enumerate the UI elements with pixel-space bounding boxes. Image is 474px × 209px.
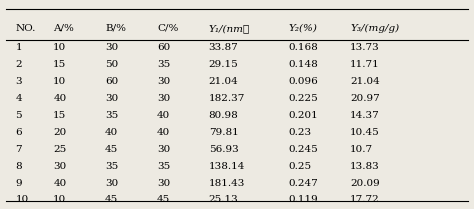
Text: 30: 30 [105,94,118,103]
Text: 2: 2 [16,60,22,69]
Text: 3: 3 [16,77,22,86]
Text: 182.37: 182.37 [209,94,245,103]
Text: 60: 60 [105,77,118,86]
Text: 40: 40 [157,111,170,120]
Text: 20.09: 20.09 [350,178,380,187]
Text: 14.37: 14.37 [350,111,380,120]
Text: 80.98: 80.98 [209,111,238,120]
Text: 30: 30 [105,178,118,187]
Text: 30: 30 [53,162,66,171]
Text: 25.13: 25.13 [209,195,238,204]
Text: 45: 45 [105,145,118,154]
Text: 35: 35 [105,162,118,171]
Text: 79.81: 79.81 [209,128,238,137]
Text: 181.43: 181.43 [209,178,245,187]
Text: 10: 10 [53,77,66,86]
Text: 15: 15 [53,111,66,120]
Text: 0.225: 0.225 [289,94,319,103]
Text: 0.119: 0.119 [289,195,319,204]
Text: 11.71: 11.71 [350,60,380,69]
Text: 30: 30 [157,178,170,187]
Text: 21.04: 21.04 [350,77,380,86]
Text: 40: 40 [157,128,170,137]
Text: Y₁/(nm）: Y₁/(nm） [209,24,250,33]
Text: 56.93: 56.93 [209,145,238,154]
Text: 45: 45 [157,195,170,204]
Text: 4: 4 [16,94,22,103]
Text: 10.45: 10.45 [350,128,380,137]
Text: C/%: C/% [157,24,178,33]
Text: 0.201: 0.201 [289,111,319,120]
Text: NO.: NO. [16,24,36,33]
Text: 21.04: 21.04 [209,77,238,86]
Text: 35: 35 [157,162,170,171]
Text: 6: 6 [16,128,22,137]
Text: 20.97: 20.97 [350,94,380,103]
Text: 1: 1 [16,43,22,52]
Text: 0.148: 0.148 [289,60,319,69]
Text: A/%: A/% [53,24,74,33]
Text: 10: 10 [16,195,29,204]
Text: 45: 45 [105,195,118,204]
Text: 35: 35 [157,60,170,69]
Text: 40: 40 [53,178,66,187]
Text: 30: 30 [105,43,118,52]
Text: 40: 40 [53,94,66,103]
Text: 50: 50 [105,60,118,69]
Text: 20: 20 [53,128,66,137]
Text: 40: 40 [105,128,118,137]
Text: 60: 60 [157,43,170,52]
Text: B/%: B/% [105,24,126,33]
Text: Y₂(%): Y₂(%) [289,24,318,33]
Text: 0.096: 0.096 [289,77,319,86]
Text: 30: 30 [157,145,170,154]
Text: 10.7: 10.7 [350,145,373,154]
Text: 0.23: 0.23 [289,128,312,137]
Text: Y₃/(mg/g): Y₃/(mg/g) [350,24,399,33]
Text: 13.83: 13.83 [350,162,380,171]
Text: 13.73: 13.73 [350,43,380,52]
Text: 5: 5 [16,111,22,120]
Text: 0.25: 0.25 [289,162,312,171]
Text: 29.15: 29.15 [209,60,238,69]
Text: 9: 9 [16,178,22,187]
Text: 7: 7 [16,145,22,154]
Text: 0.245: 0.245 [289,145,319,154]
Text: 25: 25 [53,145,66,154]
Text: 8: 8 [16,162,22,171]
Text: 15: 15 [53,60,66,69]
Text: 30: 30 [157,77,170,86]
Text: 30: 30 [157,94,170,103]
Text: 138.14: 138.14 [209,162,245,171]
Text: 17.72: 17.72 [350,195,380,204]
Text: 10: 10 [53,195,66,204]
Text: 0.247: 0.247 [289,178,319,187]
Text: 10: 10 [53,43,66,52]
Text: 0.168: 0.168 [289,43,319,52]
Text: 33.87: 33.87 [209,43,238,52]
Text: 35: 35 [105,111,118,120]
